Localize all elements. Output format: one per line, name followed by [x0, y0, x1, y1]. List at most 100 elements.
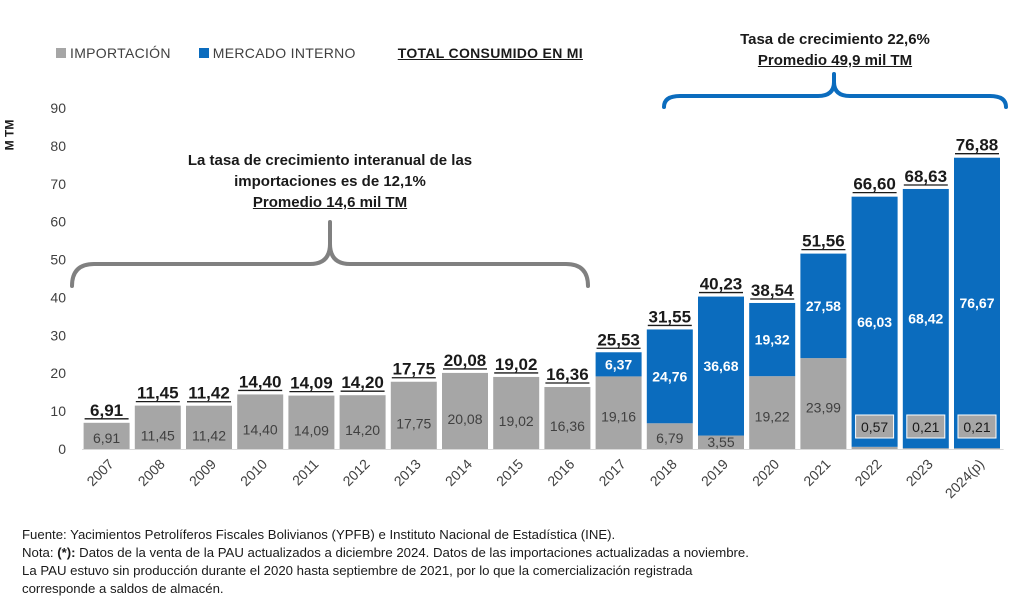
annotation-market: Tasa de crecimiento 22,6% Promedio 49,9 … [690, 29, 980, 71]
total-value-label: 14,09 [290, 374, 333, 393]
total-value-label: 19,02 [495, 355, 538, 374]
y-tick-label: 80 [50, 138, 66, 154]
bracket-market [662, 72, 1008, 109]
import-value-label: 11,42 [192, 427, 226, 443]
total-value-label: 66,60 [853, 175, 896, 194]
x-tick-label: 2015 [493, 456, 526, 489]
total-value-label: 14,20 [341, 373, 384, 392]
market-value-label: 24,76 [652, 368, 687, 384]
total-value-label: 31,55 [649, 307, 692, 326]
import-value-label: 19,02 [499, 413, 534, 429]
bar-mercado-interno [698, 296, 744, 436]
legend-label-import: IMPORTACIÓN [70, 45, 171, 61]
y-tick-label: 70 [50, 176, 66, 192]
total-value-label: 16,36 [546, 365, 589, 384]
import-value-label: 14,40 [243, 422, 278, 438]
import-value-label: 17,75 [396, 415, 431, 431]
bar-mercado-interno [595, 352, 642, 377]
bar-importacion [186, 405, 232, 449]
bar-importacion [83, 422, 130, 449]
x-tick-label: 2010 [237, 456, 270, 489]
annotation-imports: La tasa de crecimiento interanual de las… [150, 150, 510, 213]
market-value-label: 6,37 [605, 356, 632, 372]
x-tick-label: 2009 [186, 456, 219, 489]
x-tick-label: 2023 [903, 456, 936, 489]
annotation-imports-average: Promedio 14,6 mil TM [252, 194, 408, 211]
import-value-label: 6,79 [656, 430, 683, 446]
bar-importacion [237, 394, 284, 449]
x-tick-label: 2024(p) [942, 456, 987, 501]
bar-importacion [288, 395, 335, 449]
bar-mercado-interno [646, 329, 693, 424]
footer-source: Fuente: Yacimientos Petrolíferos Fiscale… [22, 527, 616, 542]
y-axis-label: M TM [2, 119, 17, 151]
footer-note: Nota: (*): Datos de la venta de la PAU a… [22, 544, 749, 562]
bar-importacion [442, 372, 488, 449]
y-tick-label: 50 [50, 252, 66, 268]
legend-total-label: TOTAL CONSUMIDO EN MI [397, 45, 583, 61]
import-value-label: 14,20 [345, 422, 380, 438]
x-tick-label: 2016 [544, 456, 577, 489]
footer-note-line3: La PAU estuvo sin producción durante el … [22, 563, 693, 578]
import-value-label: 19,22 [755, 409, 790, 425]
x-tick-label: 2013 [391, 456, 424, 489]
annotation-market-line1: Tasa de crecimiento 22,6% [740, 31, 930, 48]
x-tick-label: 2022 [851, 456, 884, 489]
import-value-label: 0,21 [912, 419, 939, 435]
total-value-label: 25,53 [597, 330, 640, 349]
total-value-label: 40,23 [700, 275, 743, 294]
market-value-label: 66,03 [857, 314, 892, 330]
x-tick-label: 2021 [800, 456, 833, 489]
import-value-label: 6,91 [93, 430, 120, 446]
x-tick-label: 2014 [442, 456, 475, 489]
x-tick-label: 2020 [749, 456, 782, 489]
bar-importacion [390, 381, 437, 449]
bar-importacion [339, 395, 386, 449]
legend-item-import: IMPORTACIÓN [56, 45, 171, 61]
y-tick-label: 40 [50, 289, 66, 305]
import-value-label: 23,99 [806, 400, 841, 416]
import-label-box [957, 414, 997, 439]
legend-swatch-import [56, 48, 66, 58]
import-value-label: 14,09 [294, 422, 329, 438]
total-value-label: 11,45 [137, 384, 179, 403]
total-value-label: 51,56 [802, 232, 845, 251]
bar-mercado-interno [902, 188, 949, 449]
bar-importacion [749, 376, 796, 449]
bar-importacion [493, 376, 540, 449]
y-tick-label: 30 [50, 327, 66, 343]
footer-note-prefix: Nota: [22, 545, 58, 560]
bar-mercado-interno [851, 196, 898, 447]
bar-importacion [544, 387, 591, 449]
import-value-label: 19,16 [601, 409, 636, 425]
total-value-label: 17,75 [393, 360, 436, 379]
annotation-market-average: Promedio 49,9 mil TM [757, 52, 913, 69]
market-value-label: 19,32 [755, 332, 790, 348]
annotation-imports-line2: importaciones es de 12,1% [234, 173, 426, 190]
x-tick-label: 2019 [698, 456, 731, 489]
market-value-label: 27,58 [806, 298, 841, 314]
bar-mercado-interno [954, 157, 1000, 449]
bar-importacion [698, 435, 744, 449]
bar-importacion [646, 423, 693, 449]
import-value-label: 11,45 [141, 427, 175, 443]
bar-importacion [134, 405, 181, 449]
total-value-label: 6,91 [90, 401, 123, 420]
market-value-label: 36,68 [703, 358, 738, 374]
import-value-label: 3,55 [707, 434, 734, 450]
total-value-label: 76,88 [956, 136, 999, 155]
footer-note-text: Datos de la venta de la PAU actualizados… [75, 545, 749, 560]
bar-importacion [800, 358, 847, 449]
x-tick-label: 2017 [595, 456, 628, 489]
total-value-label: 68,63 [905, 167, 948, 186]
import-value-label: 20,08 [447, 411, 482, 427]
bar-importacion [902, 448, 949, 449]
y-tick-label: 90 [50, 100, 66, 116]
total-value-label: 14,40 [239, 372, 282, 391]
bracket-imports [70, 220, 590, 288]
x-tick-label: 2008 [135, 456, 168, 489]
x-tick-label: 2011 [289, 456, 322, 489]
legend-item-market: MERCADO INTERNO [198, 45, 356, 61]
legend-swatch-market [198, 48, 209, 58]
